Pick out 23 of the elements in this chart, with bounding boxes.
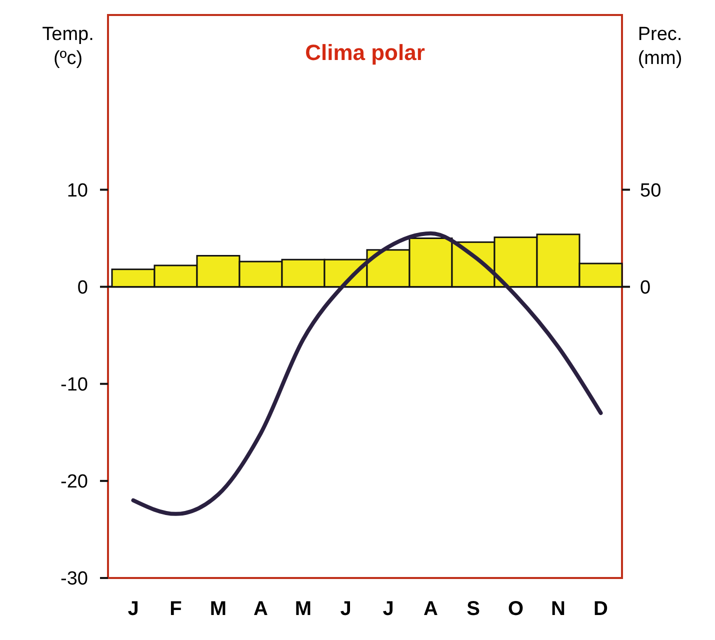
x-tick-label: J <box>128 598 139 620</box>
x-tick-label: J <box>340 598 352 620</box>
y2-tick-label: 50 <box>640 180 662 202</box>
text: Clima polar <box>305 40 426 65</box>
line-series <box>131 231 603 516</box>
y-tick-label: -30 <box>60 568 88 590</box>
x-tick-label: N <box>551 598 566 620</box>
y-tick-label: 0 <box>77 277 88 298</box>
x-tick-label: A <box>424 598 438 620</box>
x-tick-label: D <box>594 598 608 620</box>
y-tick-label: -20 <box>60 472 88 493</box>
y2-tick-label: 0 <box>640 277 651 298</box>
y-tick-label: -10 <box>60 374 88 396</box>
y-tick-label: 10 <box>66 180 88 202</box>
y-axis-title: Temp. (ºc) <box>42 24 94 69</box>
x-tick-label: M <box>294 598 312 620</box>
x-tick-label: O <box>508 598 524 620</box>
x-tick-label: F <box>170 598 182 620</box>
x-tick-label: S <box>466 598 480 620</box>
x-tick-label: A <box>254 598 268 620</box>
x-tick-label: M <box>210 598 227 620</box>
y2-axis-title: Prec. (mm) <box>638 24 682 69</box>
x-tick-label: J <box>382 598 394 620</box>
